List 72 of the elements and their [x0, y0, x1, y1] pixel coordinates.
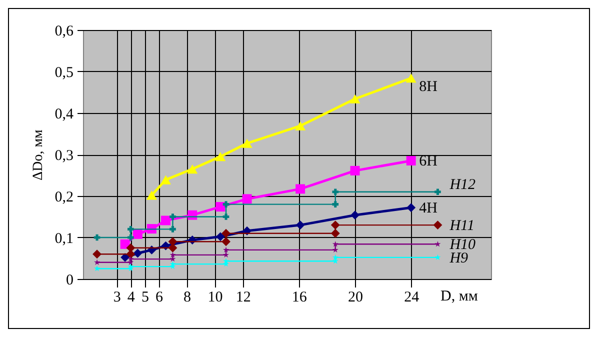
x-tick-label: 4	[127, 290, 136, 306]
point	[406, 74, 416, 83]
y-axis-title: ΔDo, мм	[30, 129, 46, 180]
x-tick-label: 10	[208, 290, 223, 306]
point	[295, 121, 306, 130]
y-tick-label: 0,5	[54, 65, 74, 81]
point	[350, 166, 360, 176]
point	[330, 228, 340, 238]
series-label: 4H	[419, 200, 438, 217]
point	[160, 216, 170, 226]
point	[434, 240, 441, 247]
y-tick-label: 0,4	[54, 106, 74, 122]
point	[222, 201, 230, 208]
point	[187, 164, 198, 174]
point	[170, 226, 176, 232]
point	[128, 226, 134, 232]
x-tick-label: 5	[141, 290, 149, 306]
point	[242, 138, 252, 148]
point	[222, 237, 230, 246]
point	[160, 175, 171, 184]
point	[330, 220, 340, 230]
point	[216, 202, 226, 212]
y-tick-label: 0,3	[54, 148, 74, 164]
x-tick-label: 12	[236, 290, 251, 306]
point	[215, 152, 226, 162]
point	[216, 232, 225, 242]
point	[146, 190, 157, 200]
y-tick-label: 0,6	[54, 24, 74, 40]
point	[133, 248, 142, 258]
point	[434, 254, 441, 260]
x-tick-label: 20	[348, 290, 363, 306]
point	[128, 234, 134, 241]
point	[433, 220, 442, 230]
point	[406, 156, 416, 166]
y-tick-label: 0,2	[54, 190, 74, 206]
point	[242, 194, 252, 204]
point	[296, 184, 306, 194]
x-tick-label: 6	[155, 290, 164, 306]
point	[332, 254, 338, 260]
point	[332, 201, 339, 208]
point	[223, 258, 230, 264]
point	[222, 214, 230, 220]
x-tick-label: 24	[404, 290, 420, 306]
series-label: H12	[448, 176, 476, 193]
y-tick-label: 0	[66, 272, 74, 288]
point	[350, 94, 360, 104]
point	[223, 246, 230, 253]
series-label: 8H	[419, 79, 438, 96]
point	[242, 226, 252, 236]
point	[350, 210, 360, 220]
point	[170, 252, 176, 258]
point	[94, 265, 100, 272]
point	[222, 228, 230, 238]
point	[170, 214, 176, 220]
point	[332, 188, 339, 196]
point	[296, 220, 305, 230]
x-tick-label: 8	[184, 290, 192, 306]
point	[132, 229, 142, 239]
point	[120, 252, 130, 262]
point	[434, 188, 441, 196]
y-tick-label: 0,1	[54, 231, 74, 247]
x-tick-label: 16	[292, 290, 308, 306]
point	[332, 240, 338, 247]
x-axis-title: D, мм	[440, 288, 478, 304]
point	[92, 250, 102, 259]
point	[170, 260, 176, 267]
point	[128, 256, 134, 262]
point	[94, 234, 100, 241]
x-tick-label: 3	[113, 290, 121, 306]
series-label: H11	[448, 218, 474, 234]
point	[406, 203, 416, 212]
point	[94, 259, 100, 265]
